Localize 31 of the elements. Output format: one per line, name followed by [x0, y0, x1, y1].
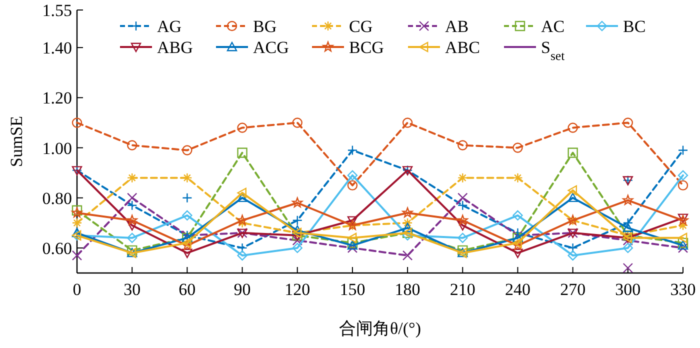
x-tick-label: 150 — [340, 280, 366, 299]
x-tick-label: 180 — [394, 280, 420, 299]
x-tick-label: 270 — [560, 280, 586, 299]
legend-label: ABC — [445, 38, 480, 57]
x-tick-label: 300 — [615, 280, 641, 299]
x-tick-label: 30 — [124, 280, 141, 299]
x-tick-label: 120 — [284, 280, 310, 299]
legend-label: AG — [157, 17, 182, 36]
legend-label: ABG — [157, 38, 193, 57]
legend-label: BC — [623, 17, 646, 36]
legend-label: BG — [253, 17, 277, 36]
y-tick-label: 1.00 — [42, 138, 72, 158]
legend-label: BCG — [349, 38, 384, 57]
y-tick-label: 1.20 — [42, 88, 72, 108]
x-tick-label: 240 — [504, 280, 530, 299]
y-tick-label: 1.40 — [42, 38, 72, 58]
y-tick-label: 1.55 — [42, 1, 72, 20]
legend-label: ACG — [253, 38, 289, 57]
y-tick-label: 0.60 — [42, 238, 72, 258]
x-tick-label: 90 — [234, 280, 251, 299]
x-tick-label: 330 — [670, 280, 696, 299]
legend-label: S$_{set}$ — [541, 38, 566, 63]
x-tick-label: 60 — [178, 280, 196, 299]
y-axis-title: SumSE — [7, 116, 26, 168]
legend-label: AB — [445, 17, 469, 36]
legend-label: CG — [349, 17, 373, 36]
legend-label: AC — [541, 17, 565, 36]
x-tick-label: 0 — [72, 280, 82, 299]
x-tick-label: 210 — [450, 280, 476, 299]
x-axis-title: 合闸角θ/(°) — [339, 319, 421, 338]
y-tick-label: 0.80 — [42, 188, 72, 208]
